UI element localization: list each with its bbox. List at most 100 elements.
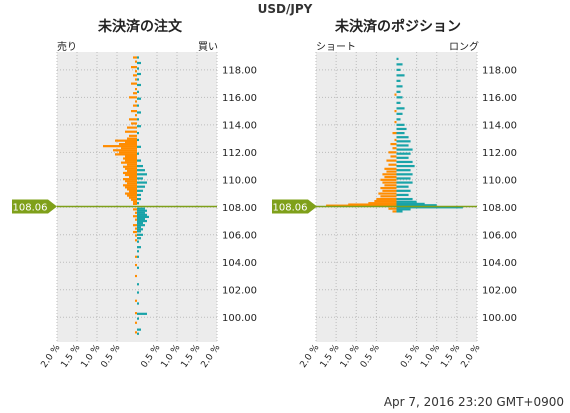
positions-short-bar	[380, 178, 397, 181]
orders-buy-bar	[137, 233, 143, 236]
orders-buy-bar	[137, 224, 145, 227]
orders-y-tick-label: 110.00	[222, 175, 257, 186]
positions-short-bar	[394, 93, 397, 96]
orders-buy-bar	[137, 291, 139, 294]
orders-buy-bar	[137, 255, 139, 258]
positions-y-tick-label: 114.00	[482, 120, 517, 131]
orders-x-tick-label: 1.0 %	[80, 343, 103, 370]
positions-long-bar	[396, 136, 409, 139]
orders-buy-bar	[137, 164, 143, 168]
positions-short-bar	[384, 175, 397, 179]
orders-buy-bar	[137, 185, 145, 188]
positions-long-bar	[396, 148, 413, 151]
orders-x-tick-label: 1.5 %	[60, 343, 83, 370]
positions-long-bar	[396, 101, 401, 104]
orders-buy-bar	[137, 283, 139, 286]
chart-main-title: USD/JPY	[257, 2, 313, 16]
orders-sell-label: 売り	[57, 42, 77, 53]
orders-buy-bar	[137, 246, 141, 249]
positions-long-bar	[396, 200, 417, 203]
positions-long-label: ロング	[449, 42, 479, 53]
orders-buy-bar	[137, 111, 141, 114]
orders-sell-bar	[119, 142, 137, 146]
orders-buy-bar	[137, 250, 139, 253]
orders-buy-bar	[137, 181, 147, 184]
orders-sell-bar	[135, 321, 137, 324]
positions-long-bar	[396, 204, 437, 207]
positions-long-bar	[396, 131, 405, 135]
positions-short-bar	[380, 195, 397, 198]
orders-sell-bar	[127, 182, 137, 185]
positions-long-bar	[396, 169, 411, 172]
positions-long-bar	[396, 123, 405, 126]
positions-short-bar	[380, 186, 397, 190]
positions-long-bar	[396, 127, 407, 131]
positions-y-tick-label: 104.00	[482, 258, 517, 269]
orders-panel-title: 未決済の注文	[98, 19, 182, 35]
orders-buy-bar	[137, 237, 141, 240]
positions-short-bar	[394, 120, 397, 124]
orders-sell-bar	[135, 70, 137, 73]
orders-sell-bar	[135, 312, 137, 315]
positions-short-bar	[382, 173, 397, 176]
orders-sell-bar	[123, 178, 137, 181]
orders-x-tick-label: 2.0 %	[200, 343, 223, 370]
positions-long-bar	[396, 74, 405, 77]
positions-short-bar	[378, 192, 397, 195]
orders-buy-bar	[137, 230, 141, 233]
orders-sell-bar	[115, 139, 137, 142]
orders-sell-bar	[125, 155, 137, 158]
orders-y-tick-label: 100.00	[222, 313, 257, 324]
orders-sell-bar	[133, 202, 137, 205]
positions-long-bar	[396, 185, 409, 188]
orders-sell-bar	[121, 147, 137, 150]
orders-buy-bar	[137, 152, 139, 155]
positions-long-bar	[396, 206, 463, 209]
positions-long-bar	[396, 85, 403, 88]
positions-long-bar	[396, 152, 411, 155]
positions-short-bar	[384, 184, 397, 187]
orders-buy-label: 買い	[198, 42, 218, 53]
orders-buy-bar	[137, 177, 143, 180]
orders-sell-bar	[125, 173, 137, 177]
positions-short-bar	[390, 142, 397, 146]
orders-sell-bar	[135, 100, 137, 103]
positions-x-tick-label: 2.0 %	[299, 343, 322, 370]
orders-sell-bar	[133, 200, 137, 203]
orders-sell-bar	[127, 169, 137, 172]
positions-y-tick-label: 118.00	[482, 65, 517, 76]
positions-long-bar	[396, 144, 409, 147]
orders-sell-bar	[135, 299, 137, 302]
orders-buy-bar	[137, 215, 149, 219]
positions-y-tick-label: 112.00	[482, 148, 517, 159]
orders-sell-bar	[135, 88, 137, 91]
positions-panel-title: 未決済のポジション	[335, 19, 461, 35]
orders-buy-bar	[137, 193, 141, 197]
orders-sell-bar	[123, 157, 137, 160]
orders-sell-bar	[135, 114, 137, 117]
orders-buy-bar	[137, 209, 147, 212]
orders-sell-bar	[113, 149, 137, 152]
orders-sell-bar	[135, 263, 137, 267]
orders-buy-bar	[137, 226, 141, 229]
positions-long-bar	[396, 160, 413, 164]
positions-long-bar	[396, 189, 411, 192]
orders-buy-bar	[137, 61, 141, 65]
orders-sell-bar	[131, 82, 137, 85]
orders-y-tick-label: 108.00	[222, 203, 257, 214]
positions-long-bar	[396, 210, 403, 213]
orders-sell-bar	[129, 190, 137, 193]
orders-sell-bar	[135, 60, 137, 63]
positions-long-bar	[396, 177, 411, 180]
orders-sell-bar	[129, 134, 137, 137]
positions-x-tick-label: 1.0 %	[419, 343, 442, 370]
orders-sell-bar	[133, 74, 137, 77]
orders-sell-bar	[125, 186, 137, 189]
orders-sell-bar	[131, 198, 137, 201]
orders-buy-bar	[137, 328, 141, 331]
orders-buy-bar	[137, 131, 139, 135]
orders-buy-bar	[137, 97, 141, 100]
orders-buy-bar	[137, 159, 141, 162]
positions-long-bar	[396, 112, 403, 115]
